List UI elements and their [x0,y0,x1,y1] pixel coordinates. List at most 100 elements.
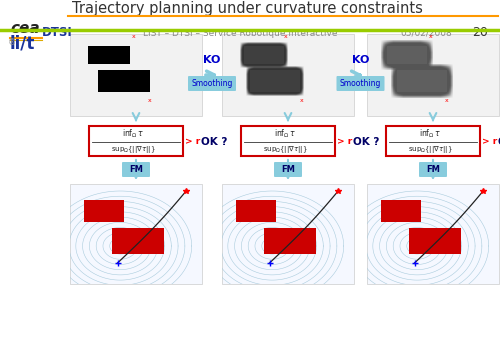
Bar [393,66,443,88]
Bar [391,49,431,67]
Bar [397,66,447,88]
Bar [392,74,442,96]
Bar [381,43,421,61]
Bar [247,45,287,63]
Bar [386,44,426,62]
Bar [250,71,300,93]
Bar [245,43,285,61]
Bar [243,44,283,62]
Bar [251,70,301,92]
Bar [403,74,453,96]
Bar [399,72,449,94]
Bar [397,73,447,95]
Bar [245,45,285,63]
Bar [398,72,448,94]
Bar [390,47,430,65]
Bar [387,47,427,65]
Bar [245,48,285,66]
Bar [402,70,452,92]
Bar [385,41,425,59]
Bar [244,48,284,66]
Bar [396,73,446,95]
Bar [247,48,287,66]
Bar [400,70,450,92]
Bar [388,50,428,68]
Bar [387,42,427,60]
Bar [241,48,281,66]
Bar [383,47,423,65]
Bar [243,45,283,63]
Bar [240,48,280,66]
Bar [389,46,429,64]
Bar [254,73,304,95]
Bar [248,70,298,92]
Bar [393,74,443,96]
Bar [386,48,426,66]
Bar [403,71,453,93]
Bar [401,66,451,88]
Bar [242,45,282,63]
Bar [244,47,284,65]
Bar [249,69,299,91]
Bar [397,73,447,95]
Bar [401,76,451,98]
Bar [383,44,423,62]
Bar [395,72,445,94]
Bar [399,75,449,97]
Bar [396,64,446,86]
Bar [253,69,303,91]
Bar [246,66,296,88]
Bar [251,66,301,88]
Bar [389,48,429,66]
Bar [245,45,285,63]
Bar [241,50,281,68]
Bar [391,43,431,61]
Bar [247,47,287,65]
Bar [385,52,425,70]
Bar [396,66,446,88]
Bar [387,48,427,66]
Bar [389,45,429,63]
Bar [386,42,426,60]
Bar [403,66,453,88]
Bar [367,184,499,284]
Text: FM: FM [281,165,295,174]
Text: FM: FM [426,165,440,174]
Bar [367,34,499,116]
Bar [246,46,286,64]
Bar [251,70,301,92]
Bar [403,70,453,92]
Bar [385,43,425,61]
Bar [389,51,429,69]
Bar [240,50,280,68]
Text: OK ?: OK ? [498,137,500,147]
Bar [399,64,449,86]
Bar [244,47,284,65]
Bar [247,71,297,93]
Bar [401,68,451,90]
Bar [397,67,447,89]
Bar [391,46,431,64]
Bar [395,68,445,90]
Bar [249,68,299,90]
Bar [401,72,451,94]
Bar [388,40,428,58]
Bar [393,47,433,65]
Bar [253,70,303,92]
Bar [399,68,449,90]
Bar [245,48,285,66]
Bar [247,43,287,61]
Bar [400,64,450,86]
Bar [396,68,446,90]
Bar [385,48,425,66]
Bar [401,70,451,92]
Bar [388,44,428,62]
Text: $\mathrm{inf}_{\Omega}\,\tau$: $\mathrm{inf}_{\Omega}\,\tau$ [419,128,441,140]
Bar [382,43,422,61]
FancyBboxPatch shape [274,162,302,177]
Bar [381,49,421,67]
Bar [242,50,282,68]
Bar [389,43,429,61]
Bar [392,68,442,90]
Bar [383,46,423,64]
